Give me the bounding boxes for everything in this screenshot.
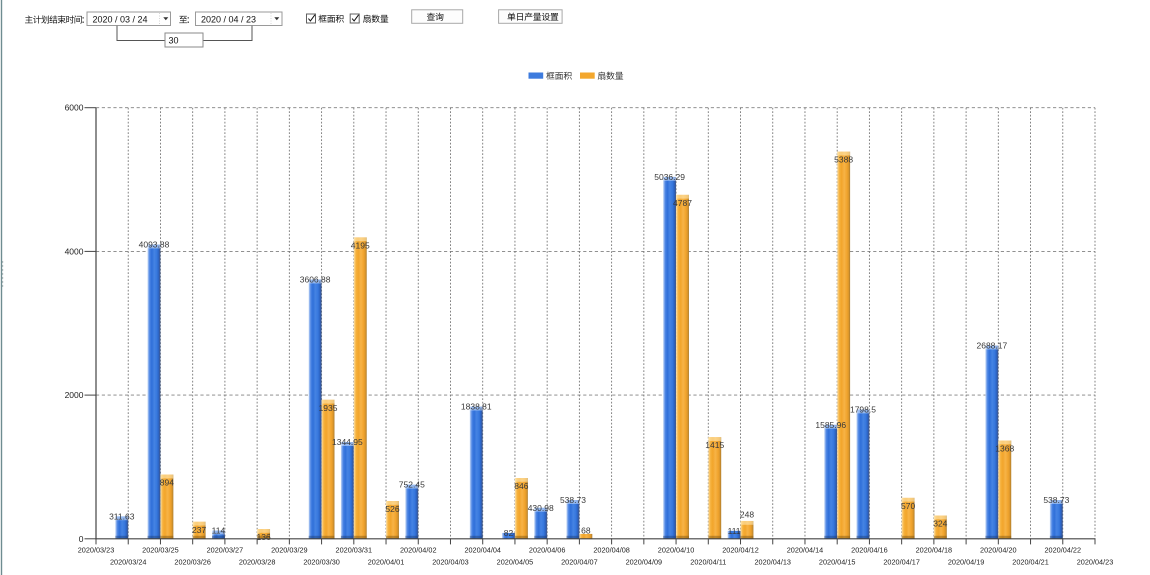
svg-text:2020/03/24: 2020/03/24 bbox=[110, 557, 147, 566]
svg-text:1798.5: 1798.5 bbox=[850, 405, 876, 415]
svg-text:2020/03/26: 2020/03/26 bbox=[174, 557, 211, 566]
svg-text:2020/04/06: 2020/04/06 bbox=[529, 546, 566, 555]
svg-text:4195: 4195 bbox=[351, 240, 370, 250]
svg-text:2020/04/05: 2020/04/05 bbox=[497, 557, 534, 566]
svg-text:237: 237 bbox=[192, 525, 206, 535]
svg-text:2020 / 04 / 23: 2020 / 04 / 23 bbox=[201, 15, 256, 25]
svg-text:2020/03/25: 2020/03/25 bbox=[142, 546, 179, 555]
svg-text:2000: 2000 bbox=[65, 390, 84, 400]
svg-text:5388: 5388 bbox=[834, 155, 853, 165]
svg-text:526: 526 bbox=[385, 504, 399, 514]
svg-text:136: 136 bbox=[256, 532, 270, 542]
svg-text:3606.88: 3606.88 bbox=[300, 275, 331, 285]
svg-text:846: 846 bbox=[514, 481, 528, 491]
svg-text:2020/04/03: 2020/04/03 bbox=[432, 557, 469, 566]
svg-text:2020/04/11: 2020/04/11 bbox=[690, 557, 726, 566]
svg-text:752.45: 752.45 bbox=[399, 480, 425, 490]
svg-text:111: 111 bbox=[728, 526, 741, 536]
svg-text:114: 114 bbox=[212, 526, 226, 536]
svg-text:894: 894 bbox=[160, 478, 174, 488]
svg-text:2020/03/31: 2020/03/31 bbox=[336, 546, 373, 555]
svg-text:82: 82 bbox=[504, 528, 514, 538]
svg-text:2020/04/04: 2020/04/04 bbox=[464, 546, 501, 555]
svg-text:1415: 1415 bbox=[705, 440, 724, 450]
svg-text:248: 248 bbox=[740, 510, 754, 520]
svg-text:2020/04/14: 2020/04/14 bbox=[787, 546, 824, 555]
svg-text:2020/04/16: 2020/04/16 bbox=[851, 546, 888, 555]
svg-text:2688.17: 2688.17 bbox=[977, 341, 1008, 351]
svg-text:2020/03/23: 2020/03/23 bbox=[78, 546, 115, 555]
svg-text:324: 324 bbox=[933, 519, 947, 529]
svg-text:430.98: 430.98 bbox=[528, 503, 554, 513]
svg-text:4787: 4787 bbox=[673, 198, 692, 208]
svg-text:538.73: 538.73 bbox=[560, 495, 586, 505]
svg-text:570: 570 bbox=[901, 501, 915, 511]
svg-text:2020/03/28: 2020/03/28 bbox=[239, 557, 276, 566]
svg-text:30: 30 bbox=[169, 36, 179, 46]
svg-text:4000: 4000 bbox=[65, 246, 84, 256]
svg-text:538.73: 538.73 bbox=[1043, 495, 1069, 505]
svg-text:2020/04/08: 2020/04/08 bbox=[593, 546, 630, 555]
svg-text:311.63: 311.63 bbox=[109, 511, 135, 521]
svg-text:5036.29: 5036.29 bbox=[654, 172, 685, 182]
svg-text:2020/04/21: 2020/04/21 bbox=[1012, 557, 1049, 566]
svg-text:2020/04/07: 2020/04/07 bbox=[561, 557, 598, 566]
svg-text:1838.81: 1838.81 bbox=[461, 402, 492, 412]
svg-text:2020/04/10: 2020/04/10 bbox=[658, 546, 695, 555]
svg-text:2020/03/27: 2020/03/27 bbox=[207, 546, 244, 555]
svg-text:2020/04/09: 2020/04/09 bbox=[626, 557, 663, 566]
svg-text:2020/04/23: 2020/04/23 bbox=[1077, 557, 1114, 566]
svg-text:1585.96: 1585.96 bbox=[815, 420, 846, 430]
svg-text:68: 68 bbox=[581, 526, 591, 536]
svg-text:2020/04/18: 2020/04/18 bbox=[916, 546, 953, 555]
svg-text:2020/03/29: 2020/03/29 bbox=[271, 546, 308, 555]
svg-text:2020/04/01: 2020/04/01 bbox=[368, 557, 405, 566]
svg-text:2020/04/15: 2020/04/15 bbox=[819, 557, 856, 566]
svg-text:2020/04/19: 2020/04/19 bbox=[948, 557, 985, 566]
svg-text:2020/03/30: 2020/03/30 bbox=[303, 557, 340, 566]
svg-text:6000: 6000 bbox=[65, 103, 84, 113]
svg-text:2020/04/22: 2020/04/22 bbox=[1045, 546, 1082, 555]
svg-text:0: 0 bbox=[79, 534, 84, 544]
svg-text:2020 / 03 / 24: 2020 / 03 / 24 bbox=[93, 15, 148, 25]
svg-text:1368: 1368 bbox=[995, 444, 1014, 454]
svg-text:2020/04/12: 2020/04/12 bbox=[722, 546, 759, 555]
svg-text:2020/04/20: 2020/04/20 bbox=[980, 546, 1017, 555]
svg-text:1344.95: 1344.95 bbox=[332, 437, 363, 447]
svg-text:1935: 1935 bbox=[319, 403, 338, 413]
svg-text:2020/04/13: 2020/04/13 bbox=[754, 557, 791, 566]
svg-text:2020/04/17: 2020/04/17 bbox=[883, 557, 920, 566]
svg-text:4093.88: 4093.88 bbox=[139, 240, 170, 250]
svg-text:2020/04/02: 2020/04/02 bbox=[400, 546, 437, 555]
